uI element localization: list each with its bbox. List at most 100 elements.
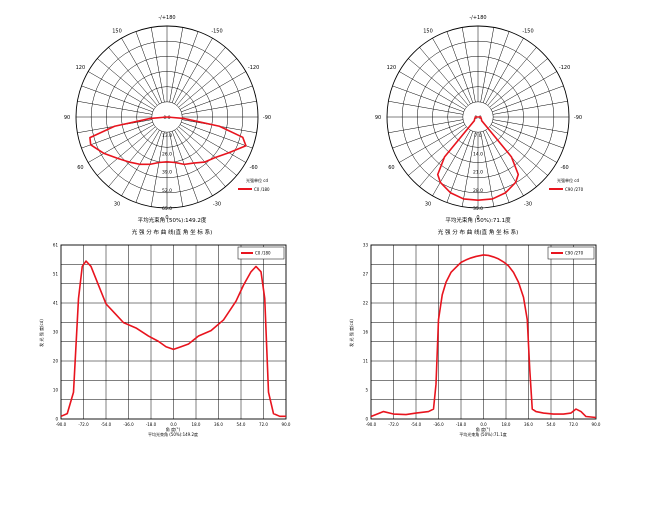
angle-tick-label: -60 bbox=[250, 165, 258, 171]
legend-label: C0 /180 bbox=[254, 187, 270, 192]
x-tick-label: -18.0 bbox=[456, 422, 467, 427]
angle-tick-label: 60 bbox=[77, 165, 83, 171]
angle-tick-label: -/+180 bbox=[469, 15, 486, 21]
polar-spoke bbox=[446, 131, 474, 203]
legend: C90 /270 bbox=[547, 246, 595, 260]
angle-tick-label: -150 bbox=[211, 28, 222, 34]
angle-tick-label: -/+180 bbox=[158, 15, 175, 21]
angle-tick-label: 90 bbox=[64, 115, 70, 121]
x-tick-label: -90.0 bbox=[366, 422, 377, 427]
angle-tick-label: 120 bbox=[76, 65, 86, 71]
intensity-curve-line bbox=[370, 254, 597, 419]
radial-tick-label: 65.0 bbox=[162, 206, 172, 212]
x-tick-label: -90.0 bbox=[56, 422, 67, 427]
polar-spoke bbox=[180, 71, 246, 110]
polar-spoke bbox=[121, 38, 160, 104]
y-tick-labels: 0 10 20 30 41 51 61 bbox=[53, 243, 59, 422]
polar-grid bbox=[75, 25, 259, 209]
radial-tick-label: 28.0 bbox=[473, 188, 483, 194]
polar-spoke bbox=[491, 71, 557, 110]
polar-spoke bbox=[492, 119, 568, 134]
polar-spoke bbox=[180, 124, 246, 163]
x-tick-label: 0.0 bbox=[170, 422, 177, 427]
intensity-curve bbox=[370, 254, 597, 419]
polar-spoke bbox=[388, 100, 464, 115]
y-axis-label: 发 光 强 度(cd) bbox=[348, 319, 354, 347]
polar-spoke bbox=[485, 130, 524, 196]
polar-spoke bbox=[399, 124, 465, 163]
polar-spoke bbox=[419, 47, 469, 106]
polar-spoke bbox=[480, 131, 495, 207]
x-tick-label: 0.0 bbox=[480, 422, 487, 427]
polar-spoke bbox=[399, 71, 465, 110]
polar-chart-c0: 0 30 60 90 120 150 -/+180 -150 -120 -90 -60 -30 0.0… bbox=[64, 15, 271, 236]
x-tick-label: -54.0 bbox=[411, 422, 422, 427]
polar-spoke bbox=[169, 131, 184, 207]
polar-spoke bbox=[485, 38, 524, 104]
y-tick-label: 16 bbox=[363, 330, 369, 335]
polar-spoke bbox=[169, 27, 184, 103]
average-beam-angle: 平均光束角 (50%):149.2度 bbox=[138, 216, 207, 224]
radial-tick-label: 0.0 bbox=[163, 115, 170, 121]
y-tick-label: 27 bbox=[363, 272, 369, 277]
radial-tick-label: 7.0 bbox=[474, 133, 481, 139]
x-tick-label: 36.0 bbox=[524, 422, 533, 427]
angle-tick-label: -90 bbox=[263, 115, 271, 121]
x-tick-label: -18.0 bbox=[146, 422, 157, 427]
angle-tick-label: 150 bbox=[112, 28, 122, 34]
x-tick-label: 18.0 bbox=[192, 422, 201, 427]
intensity-curve-line bbox=[60, 260, 286, 418]
polar-spoke bbox=[135, 31, 163, 103]
y-tick-label: 0 bbox=[365, 417, 368, 422]
polar-spoke bbox=[181, 85, 253, 113]
polar-spoke bbox=[108, 128, 158, 187]
radial-tick-label: 14.0 bbox=[473, 151, 483, 157]
angle-tick-label: 150 bbox=[423, 28, 433, 34]
angle-tick-label: -90 bbox=[574, 115, 582, 121]
polar-spoke bbox=[178, 58, 237, 108]
polar-spoke bbox=[487, 47, 537, 106]
polar-spoke bbox=[135, 131, 163, 203]
angle-tick-label: -60 bbox=[561, 165, 569, 171]
polar-chart-c90: 0 30 60 90 120 150 -/+180 -150 -120 -90 -60 -30 0.0… bbox=[375, 15, 584, 236]
x-tick-label: -72.0 bbox=[388, 422, 399, 427]
average-beam-angle: 平均光束角 (50%):71.1度 bbox=[445, 216, 511, 224]
cartesian-grid bbox=[60, 244, 287, 420]
angle-tick-label: -120 bbox=[248, 65, 259, 71]
angle-tick-label: -30 bbox=[524, 202, 532, 208]
polar-spoke bbox=[81, 121, 153, 149]
y-tick-label: 33 bbox=[363, 243, 369, 248]
polar-spoke bbox=[150, 27, 165, 103]
angle-tick-label: 90 bbox=[375, 115, 381, 121]
x-tick-label: 72.0 bbox=[259, 422, 268, 427]
chart-subtitle: 光 强 分 布 曲 线(直 角 坐 标 系) bbox=[438, 228, 519, 236]
legend-title: 光强单位 cd bbox=[246, 177, 268, 183]
polar-spoke bbox=[97, 58, 156, 108]
legend: 光强单位 cd C90 /270 bbox=[549, 177, 584, 192]
average-beam-angle: 平均光束角 (50%):149.2度 bbox=[148, 431, 198, 437]
polar-spoke bbox=[176, 47, 226, 106]
polar-spoke bbox=[181, 100, 257, 115]
chart-subtitle: 光 强 分 布 曲 线(直 角 坐 标 系) bbox=[132, 228, 213, 236]
y-tick-label: 5 bbox=[365, 388, 368, 393]
polar-spoke bbox=[480, 27, 495, 103]
polar-spoke bbox=[492, 100, 568, 115]
polar-spoke bbox=[121, 130, 160, 196]
x-tick-label: -36.0 bbox=[433, 422, 444, 427]
polar-spoke bbox=[491, 124, 557, 163]
average-beam-angle: 平均光束角 (50%):71.1度 bbox=[459, 431, 507, 437]
polar-spoke bbox=[482, 31, 510, 103]
y-tick-label: 0 bbox=[55, 417, 58, 422]
radial-tick-label: 0.0 bbox=[474, 115, 481, 121]
angle-tick-label: -120 bbox=[559, 65, 570, 71]
polar-spoke bbox=[432, 130, 471, 196]
x-tick-label: 54.0 bbox=[237, 422, 246, 427]
angle-tick-label: -30 bbox=[213, 202, 221, 208]
cartesian-grid bbox=[370, 244, 597, 420]
angle-tick-label: -150 bbox=[522, 28, 533, 34]
legend: C0 /180 bbox=[237, 246, 285, 260]
polar-spoke bbox=[461, 27, 476, 103]
x-tick-label: -36.0 bbox=[123, 422, 134, 427]
y-tick-label: 30 bbox=[53, 330, 59, 335]
y-tick-label: 61 bbox=[53, 243, 59, 248]
